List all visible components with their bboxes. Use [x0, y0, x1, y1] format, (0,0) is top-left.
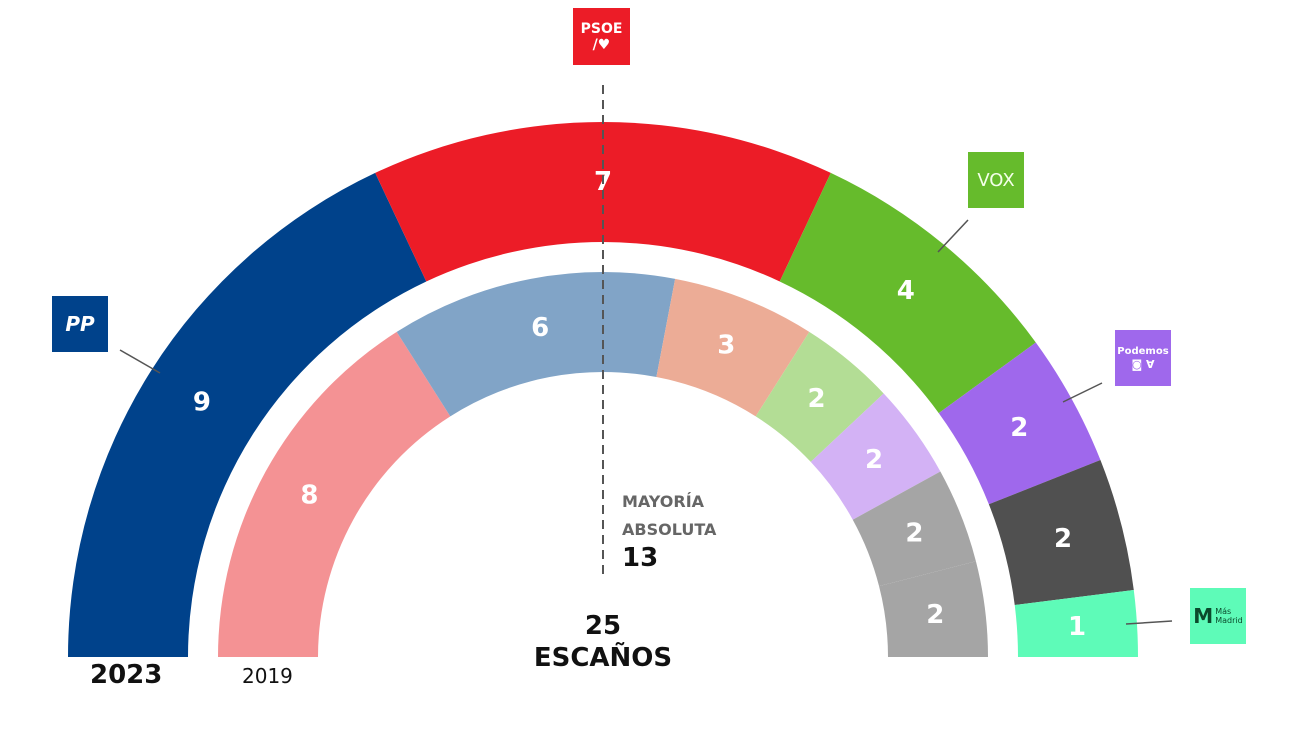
year-label-2019: 2019: [242, 664, 293, 688]
segment-2023-vox: [779, 172, 1036, 414]
majority-value: 13: [622, 543, 659, 573]
segment-seat-count: 2: [865, 445, 883, 475]
segment-seat-count: 2: [1010, 413, 1028, 443]
podemos-leader-line: [1062, 382, 1103, 403]
ring-2019: 8 6 3 2 2 2 2: [218, 271, 988, 657]
total-seats-caption: ESCAÑOS: [533, 643, 673, 673]
vox-logo: VOX: [968, 152, 1024, 208]
masmadrid-logo-line2: Madrid: [1215, 616, 1243, 625]
segment-seat-count: 2: [807, 384, 825, 414]
segment-2019-psoe: [218, 331, 451, 657]
total-seats: 25 ESCAÑOS: [503, 610, 703, 674]
segment-2023-pp: [68, 172, 427, 657]
segment-2019-pp: [396, 271, 676, 417]
segment-seat-count: 1: [1068, 612, 1086, 642]
pp-logo: PP: [52, 296, 108, 352]
segment-2019-podemos: [810, 393, 941, 520]
segment-seat-count: 3: [717, 331, 735, 361]
segment-seat-count: 4: [897, 276, 915, 306]
segment-seat-count: 2: [1054, 524, 1072, 554]
segment-2019-cs: [656, 278, 810, 417]
segment-2019-vox: [755, 331, 884, 462]
segment-seat-count: 6: [531, 313, 549, 343]
segment-seat-count: 8: [300, 481, 318, 511]
majority-line2: ABSOLUTA: [622, 520, 717, 539]
pp-logo-text: PP: [65, 312, 95, 336]
masmadrid-logo: M Más Madrid: [1190, 588, 1246, 644]
segment-2023-psoe: [375, 121, 831, 282]
segment-2023-más-madrid: [1014, 589, 1138, 657]
masmadrid-logo-line1: Más: [1215, 607, 1232, 616]
masmadrid-logo-m: M: [1193, 604, 1214, 628]
psoe-logo: PSOE /♥: [573, 8, 630, 65]
psoe-logo-symbol: /♥: [592, 36, 611, 53]
segment-2019-otros: [879, 561, 988, 657]
segment-seat-count: 2: [926, 600, 944, 630]
segment-seat-count: 2: [905, 519, 923, 549]
year-label-2023: 2023: [90, 660, 163, 690]
segment-seat-count: 9: [193, 387, 211, 417]
segment-2019-otros: [852, 471, 976, 587]
podemos-logo-symbol: ◙ ∀: [1131, 358, 1155, 371]
vox-leader-line: [937, 219, 969, 253]
majority-annotation: MAYORÍA ABSOLUTA 13: [622, 488, 716, 572]
podemos-logo-text: Podemos: [1117, 346, 1169, 357]
majority-line1: MAYORÍA: [622, 492, 705, 511]
total-seats-number: 25: [584, 611, 622, 641]
pp-leader-line: [119, 349, 161, 374]
masmadrid-leader-line: [1125, 620, 1173, 625]
vox-logo-text: VOX: [977, 169, 1015, 191]
segment-2023-otros: [988, 460, 1134, 605]
podemos-logo: Podemos ◙ ∀: [1115, 330, 1171, 386]
psoe-logo-text: PSOE: [580, 20, 623, 37]
segment-2023-podemos: [938, 342, 1101, 505]
